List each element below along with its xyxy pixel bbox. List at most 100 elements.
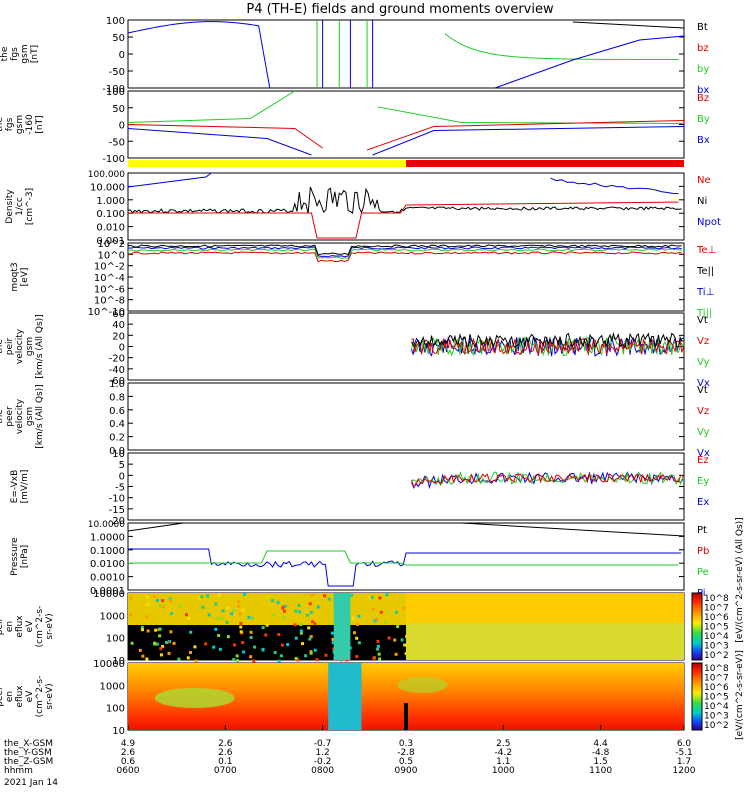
spectrogram-cell [214, 627, 218, 631]
spectrogram-cell [313, 622, 317, 626]
ytick-label: 0.010 [96, 223, 125, 234]
spectrogram-cell [277, 633, 281, 637]
colorbar-tick: 10^5 [704, 693, 729, 703]
ylabel-line: fgs [5, 117, 15, 131]
legend-Bt: Bt [697, 22, 708, 33]
legend-Vz: Vz [697, 336, 709, 347]
legend-Ti||: Ti|| [696, 308, 712, 319]
spectrogram-cell [270, 599, 274, 603]
spectrogram-cell [169, 630, 173, 634]
spectrogram-cell [156, 598, 160, 602]
xaxis-value: -0.2 [314, 757, 332, 767]
legend-Pt: Pt [697, 525, 707, 536]
xaxis-value: -5.1 [675, 748, 693, 758]
spectrogram-cell [158, 604, 162, 608]
ylabel: the peir velocity gsm [km/s (All Qs)] [0, 314, 45, 378]
spectrogram-cell [155, 642, 159, 646]
xaxis-value: -0.7 [314, 739, 332, 749]
colorbar-tick: 10^6 [704, 613, 729, 623]
ytick-label: 10^2 [98, 239, 125, 250]
panel-frame [127, 90, 685, 159]
ytick-label: -50 [109, 67, 125, 78]
ylabel-line: the [0, 117, 5, 132]
spectrogram-cell [236, 600, 240, 604]
ylabel-line: velocity [15, 328, 25, 364]
spectrogram-cell [331, 641, 335, 645]
ylabel-line: [nPa] [20, 545, 30, 568]
spectrogram-cell [221, 609, 225, 613]
ylabel-line: the [0, 46, 10, 61]
xaxis-value: 1.7 [677, 757, 691, 767]
spectrogram-cell [296, 658, 300, 662]
spectrogram-cell [212, 645, 216, 649]
spectrogram-cell [299, 631, 303, 635]
panel-frame [127, 19, 685, 89]
ylabel: Pressure [nPa] [10, 537, 30, 576]
mode-bar-yellow [128, 160, 406, 167]
x-axis: the_X-GSM 4.9 2.6 -0.7 0.3 2.5 4.4 6.0the_Y-GSM… [4, 725, 696, 788]
spectrogram-cell [237, 604, 241, 608]
spectrogram-cell [273, 651, 277, 655]
velocity-trace [411, 336, 684, 357]
legend-Pb: Pb [697, 546, 709, 557]
spectrogram-cell [145, 657, 149, 661]
spectrogram-cell [145, 615, 149, 619]
ylabel-line: eV [25, 690, 35, 703]
ytick-label: -60 [109, 376, 125, 387]
spectrogram-cell [261, 648, 265, 652]
ytick-label: -40 [109, 365, 125, 376]
ylabel-line: sr-eV) [45, 683, 55, 709]
ytick-label: 100.000 [88, 170, 125, 180]
ytick-label: 60 [112, 309, 125, 320]
spectrogram-cell [204, 642, 208, 646]
spectrogram-cell [393, 638, 397, 642]
ylabel-line: [nT] [35, 115, 45, 133]
ylabel-line: moqt3 [10, 262, 20, 291]
colorbar-tick: 10^3 [704, 712, 729, 722]
legend-Vx: Vx [697, 448, 710, 459]
bx-trace-2 [494, 35, 685, 89]
spectrogram-cell [403, 643, 407, 647]
spectrogram-cell [310, 593, 314, 597]
ylabel-line: (cm^2-s- [35, 676, 45, 718]
ylabel-line: (cm^2-s- [35, 606, 45, 648]
ytick-label: 10 [112, 449, 125, 460]
spectrogram-cell [372, 656, 376, 660]
legend-Bz: Bz [697, 93, 709, 104]
spectrogram-cell [252, 659, 256, 663]
spectrogram-cell [401, 606, 405, 610]
spectrogram-cell [355, 622, 359, 626]
efield-trace [411, 472, 684, 488]
xaxis-value: 1100 [589, 766, 612, 776]
ylabel-line: the [0, 339, 5, 354]
bx-trace [127, 21, 271, 89]
spectrogram-cell [283, 605, 287, 609]
spectrogram-cell [294, 636, 298, 640]
spectrogram-cell [233, 643, 237, 647]
xaxis-date: 2021 Jan 14 [4, 778, 58, 788]
colorbar-tick: 10^8 [704, 664, 729, 674]
panel-6: 1.0 0.8 0.6 0.4 0.2 0.0 the peer velocity gsm [km/… [0, 379, 710, 459]
by-trace [444, 33, 679, 60]
ylabel-line: gsm [25, 337, 35, 356]
ylabel-line: eV [25, 620, 35, 633]
legend-Vy: Vy [697, 357, 710, 368]
xaxis-value: 1.1 [496, 757, 510, 767]
spectrogram-cell [294, 609, 298, 613]
spectrogram-cell [355, 655, 359, 659]
spectrogram-cell [168, 640, 172, 644]
ylabel: thepeerenefluxeV(cm^2-s-sr-eV) [0, 676, 55, 718]
spectrogram-blob [154, 688, 235, 708]
spectrogram-cell [158, 627, 162, 631]
spectrogram-cell [331, 637, 335, 641]
spectrogram-cell [298, 610, 302, 614]
ytick-label: 1.000 [96, 196, 125, 207]
xaxis-value: 6.0 [677, 739, 692, 749]
panel-frame [127, 522, 685, 591]
spectrogram-cell [225, 620, 229, 624]
Bz-trace [127, 124, 323, 149]
spectrogram-cell [286, 643, 290, 647]
ytick-label: 100 [106, 87, 125, 98]
spectrogram-cell [301, 642, 305, 646]
legend-by: by [697, 64, 709, 75]
